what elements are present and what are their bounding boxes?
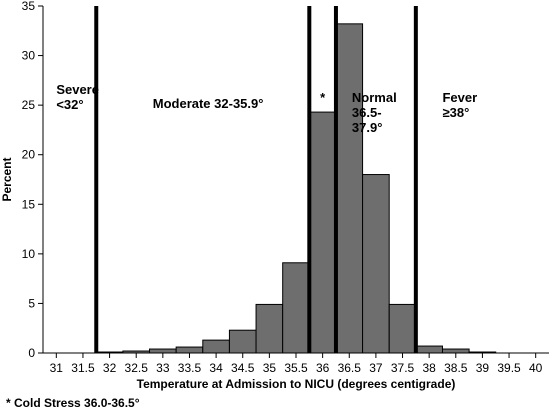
x-tick-label: 40 <box>529 361 543 375</box>
axes-layer: 0 5 10 15 20 25 30 35 31 31.5 32 32.5 33 33.5 34 34.5 35… <box>0 0 549 391</box>
x-tick-label: 36.5 <box>338 361 362 375</box>
histogram-chart: 0 5 10 15 20 25 30 35 31 31.5 32 32.5 33 33.5 34 34.5 35… <box>0 0 549 391</box>
histogram-bar <box>335 23 364 354</box>
x-tick-label: 34 <box>209 361 223 375</box>
x-tick-label: 31.5 <box>71 361 95 375</box>
histogram-bar <box>282 262 310 354</box>
x-tick-label: 35.5 <box>284 361 308 375</box>
histogram-bar <box>228 329 257 354</box>
region-label-line: Normal <box>352 90 397 105</box>
region-label-line: Severe <box>56 82 99 97</box>
region-label-line: <32° <box>56 97 83 112</box>
x-tick-label: 32.5 <box>125 361 149 375</box>
region-label-line: Fever <box>442 90 477 105</box>
region-label-line: 36.5- <box>352 105 382 120</box>
x-tick-label: 34.5 <box>231 361 255 375</box>
y-axis-title: Percent <box>0 157 14 201</box>
region-label: Normal 36.5-37.9° <box>352 90 397 135</box>
region-label-line: 37.9° <box>352 120 383 135</box>
cold-stress-footnote: * Cold Stress 36.0-36.5° <box>6 396 140 410</box>
x-tick-label: 37.5 <box>391 361 415 375</box>
y-tick-label: 30 <box>22 49 36 63</box>
y-tick-label: 15 <box>22 197 36 211</box>
x-tick-label: 38 <box>422 361 436 375</box>
x-tick-label: 36 <box>316 361 330 375</box>
y-tick-label: 5 <box>28 296 35 310</box>
x-tick-label: 31 <box>50 361 64 375</box>
histogram-bar <box>149 348 177 354</box>
region-label: Moderate 32-35.9° <box>153 96 264 111</box>
region-labels-layer: Severe <32° Moderate 32-35.9° * Normal 36.5-3… <box>56 82 477 135</box>
histogram-bar <box>255 303 284 354</box>
y-tick-label: 20 <box>22 148 36 162</box>
y-tick-label: 0 <box>28 346 35 360</box>
x-tick-label: 39.5 <box>497 361 521 375</box>
y-tick-label: 25 <box>22 98 36 112</box>
region-label: * <box>320 90 326 105</box>
histogram-bar <box>175 346 204 354</box>
histogram-bar <box>308 111 337 354</box>
region-label: Fever ≥38° <box>442 90 477 120</box>
x-tick-label: 39 <box>476 361 490 375</box>
x-tick-label: 37 <box>369 361 383 375</box>
x-tick-label: 38.5 <box>444 361 468 375</box>
x-tick-label: 32 <box>103 361 117 375</box>
histogram-bar <box>388 303 417 354</box>
histogram-bar <box>441 348 470 354</box>
x-tick-label: 33.5 <box>178 361 202 375</box>
histogram-bar <box>415 345 443 354</box>
histogram-bar <box>362 174 390 354</box>
region-label-line: ≥38° <box>442 105 469 120</box>
x-tick-label: 35 <box>263 361 277 375</box>
x-tick-label: 33 <box>156 361 170 375</box>
bars-layer <box>95 23 497 354</box>
y-tick-label: 10 <box>22 247 36 261</box>
histogram-bar <box>202 339 230 354</box>
region-label: Severe <32° <box>56 82 99 112</box>
region-label-line: Moderate 32-35.9° <box>153 96 264 111</box>
region-label-line: * <box>320 90 326 105</box>
reference-lines-layer <box>94 6 418 353</box>
y-tick-label: 35 <box>22 0 36 13</box>
x-axis-title: Temperature at Admission to NICU (degree… <box>137 377 456 391</box>
